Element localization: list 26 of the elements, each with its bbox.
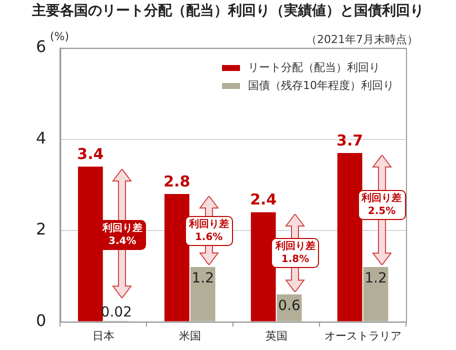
chart-title: 主要各国のリート分配（配当）利回り（実績値）と国債利回り [31, 2, 425, 20]
y-tick-label: 0 [36, 310, 46, 330]
y-tick-label: 2 [36, 220, 46, 239]
x-tick-label: 日本 [92, 329, 114, 342]
x-tick-label: 米国 [178, 329, 201, 342]
y-tick-label: 4 [36, 128, 46, 148]
data-label: 1.2 [192, 270, 214, 287]
data-label: 3.4 [77, 145, 104, 164]
data-label: 2.4 [250, 190, 277, 209]
y-axis-title: (%) [50, 30, 70, 43]
data-label: 0.6 [278, 298, 301, 314]
annotation: 利回り差 1.8% [271, 238, 320, 268]
y-tick-label: 6 [36, 37, 46, 56]
legend-label: 国債（残存10年程度）利回り [248, 78, 394, 93]
annotation: 利回り差 2.5% [358, 190, 406, 220]
bar [190, 267, 216, 322]
x-tick-label: オーストラリア [324, 329, 402, 342]
annotation: 利回り差 3.4% [98, 220, 146, 250]
data-label: 2.8 [164, 172, 190, 190]
data-label: 1.2 [364, 270, 387, 287]
data-label: 3.7 [336, 131, 364, 150]
legend-label: リート分配（配当）利回り [248, 60, 380, 75]
annotation: 利回り差 1.6% [184, 216, 233, 246]
bar [363, 267, 388, 322]
x-tick-label: 英国 [265, 329, 288, 342]
chart-subtitle: （2021年7月末時点） [306, 32, 418, 47]
